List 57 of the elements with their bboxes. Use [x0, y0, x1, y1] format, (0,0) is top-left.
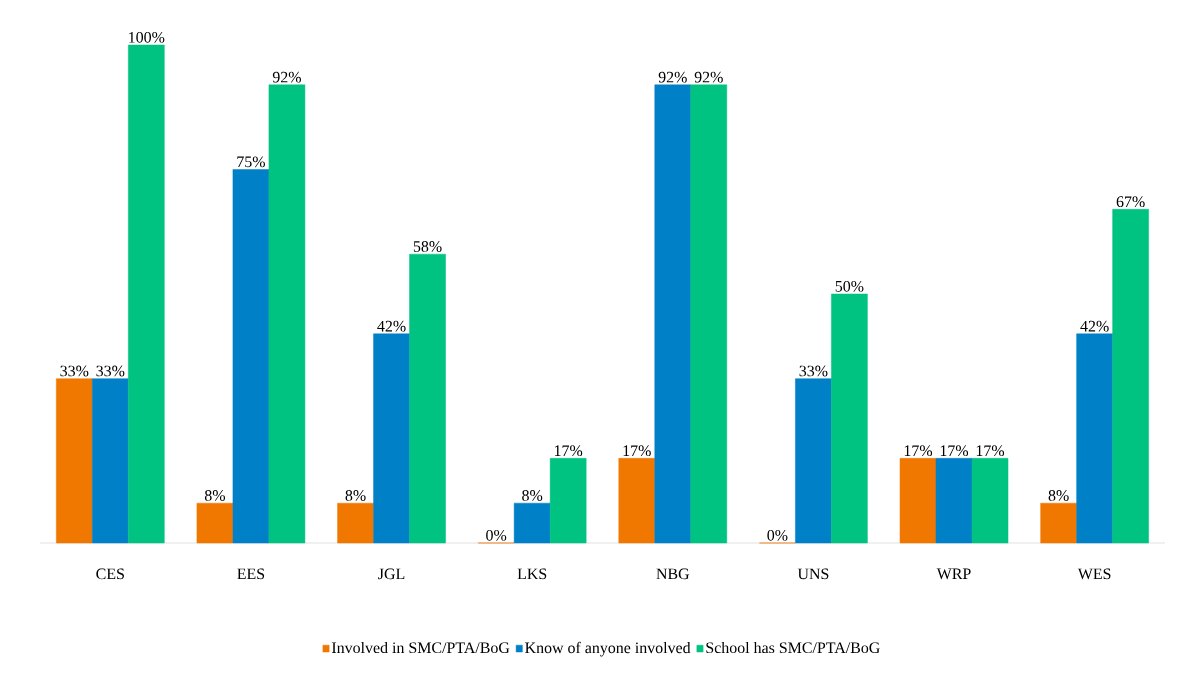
- bar: [373, 333, 410, 544]
- bar: [618, 458, 656, 544]
- bar: [1040, 502, 1077, 544]
- data-label: 50%: [835, 280, 864, 292]
- bar: [654, 84, 692, 544]
- bar: [232, 169, 270, 544]
- bar: [337, 502, 374, 544]
- data-label: 42%: [377, 320, 406, 332]
- data-label: 92%: [694, 71, 723, 83]
- data-label: 0%: [486, 529, 507, 541]
- data-label: 17%: [940, 445, 969, 457]
- data-label: 75%: [237, 156, 265, 168]
- bar: [971, 458, 1009, 544]
- x-tick-label: NBG: [656, 568, 690, 580]
- data-label: 8%: [345, 490, 366, 501]
- x-tick-label: EES: [237, 568, 265, 580]
- bar: [1076, 333, 1113, 544]
- data-label: 42%: [1080, 320, 1109, 332]
- bar: [128, 44, 165, 544]
- data-label: 67%: [1116, 196, 1145, 208]
- data-label: 33%: [60, 365, 89, 377]
- bar: [549, 458, 587, 544]
- data-label: 17%: [904, 445, 933, 457]
- bar: [795, 378, 832, 544]
- data-label: 17%: [976, 445, 1005, 457]
- bar: [92, 378, 129, 544]
- data-label: 100%: [129, 31, 165, 43]
- bar: [1112, 209, 1149, 544]
- x-tick-label: JGL: [378, 568, 405, 580]
- data-label: 92%: [272, 71, 301, 83]
- data-label: 17%: [623, 445, 651, 457]
- legend-label: School has SMC/PTA/BoG: [706, 641, 880, 654]
- bar: [899, 458, 937, 544]
- data-label: 92%: [658, 71, 687, 83]
- x-tick-label: UNS: [797, 568, 829, 580]
- data-label: 8%: [204, 490, 226, 501]
- bar: [196, 502, 234, 544]
- legend-label: Involved in SMC/PTA/BoG: [331, 641, 510, 654]
- bar: [831, 293, 868, 544]
- data-label: 8%: [522, 490, 543, 501]
- bar: [513, 502, 551, 544]
- data-label: 17%: [554, 445, 583, 457]
- bar: [268, 84, 306, 544]
- data-label: 0%: [767, 529, 788, 541]
- bar: [935, 458, 973, 544]
- data-label: 8%: [1048, 490, 1069, 501]
- data-label: 58%: [413, 241, 442, 252]
- x-tick-label: WES: [1077, 568, 1111, 580]
- bar: [409, 253, 446, 544]
- x-tick-label: CES: [96, 568, 124, 580]
- data-label: 33%: [96, 365, 125, 377]
- legend-label: Know of anyone involved: [525, 641, 691, 657]
- data-label: 33%: [799, 365, 828, 377]
- x-tick-label: WRP: [936, 568, 971, 580]
- bar: [690, 84, 728, 544]
- bar: [56, 378, 93, 544]
- x-tick-label: LKS: [517, 568, 547, 580]
